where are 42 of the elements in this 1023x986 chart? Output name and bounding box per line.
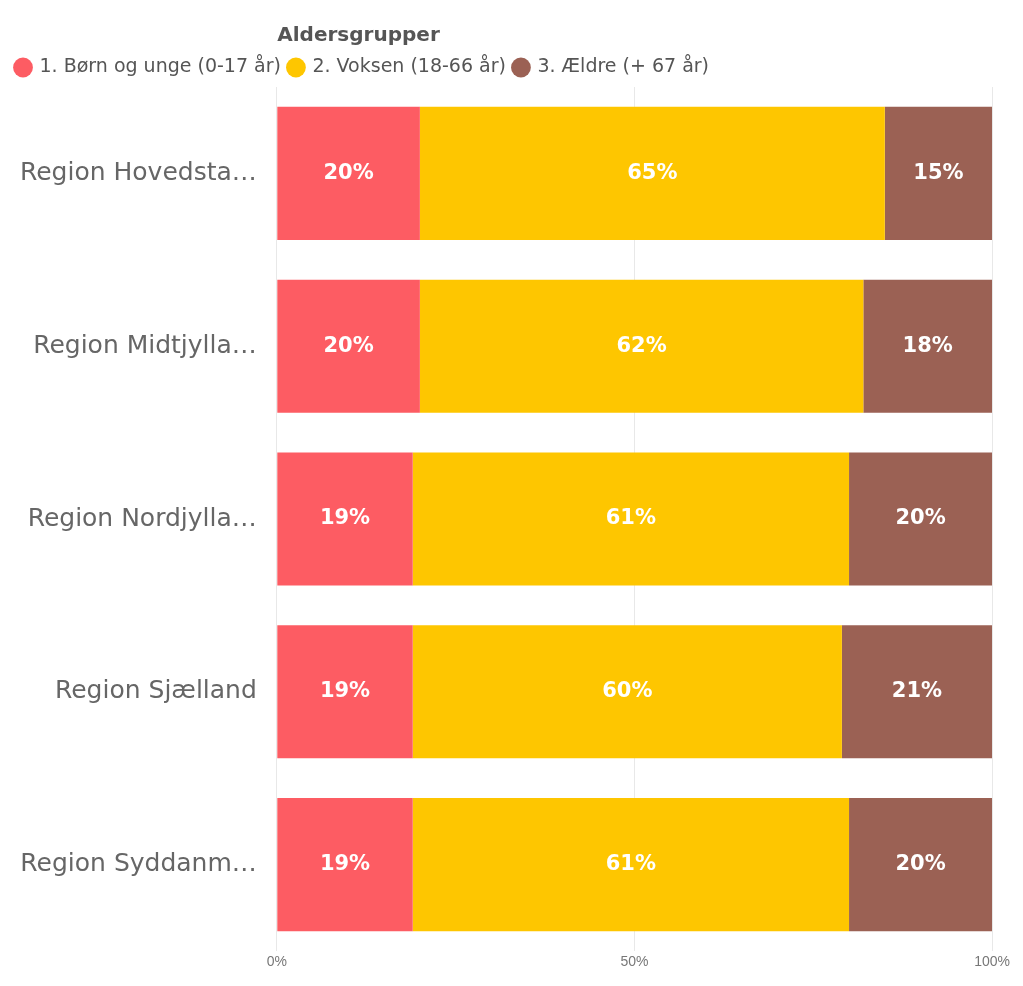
- bar: [277, 106, 420, 240]
- bar: [277, 798, 413, 932]
- legend-label: 2. Voksen (18-66 år): [312, 54, 506, 77]
- data-label: 65%: [627, 159, 678, 184]
- bar: [412, 452, 850, 586]
- data-label: 19%: [319, 678, 371, 703]
- y-tick-label: Region Syddanm…: [20, 848, 257, 878]
- bar: [412, 625, 842, 759]
- bar: [419, 106, 885, 240]
- legend-label: 1. Børn og unge (0-17 år): [39, 54, 281, 77]
- data-label: 18%: [902, 332, 953, 357]
- data-label: 19%: [319, 505, 371, 530]
- bar: [849, 452, 993, 586]
- data-label: 61%: [605, 505, 657, 530]
- x-tick-label: 50%: [620, 953, 649, 970]
- x-tick-label: 100%: [974, 953, 1010, 970]
- data-label: 62%: [616, 332, 667, 357]
- bar: [277, 625, 413, 759]
- bar: [863, 279, 993, 413]
- y-tick-label: Region Sjælland: [54, 675, 257, 705]
- y-tick-label: Region Midtjylla…: [33, 329, 257, 359]
- data-label: 15%: [913, 159, 964, 184]
- legend-label: 3. Ældre (+ 67 år): [537, 54, 710, 77]
- y-tick-label: Region Hovedsta…: [19, 156, 257, 186]
- bar: [412, 798, 850, 932]
- data-label: 61%: [605, 851, 657, 876]
- data-label: 19%: [319, 851, 371, 876]
- bar: [277, 279, 420, 413]
- bar: [419, 279, 864, 413]
- x-tick-label: 0%: [266, 953, 287, 970]
- bar: [849, 798, 993, 932]
- data-label: 20%: [323, 332, 374, 357]
- data-label: 20%: [323, 159, 374, 184]
- data-label: 60%: [602, 678, 653, 703]
- y-tick-label: Region Nordjylla…: [27, 502, 257, 532]
- data-label: 20%: [895, 505, 946, 530]
- data-label: 20%: [895, 851, 946, 876]
- legend-title: Aldersgrupper: [277, 22, 440, 47]
- bar: [841, 625, 993, 759]
- data-label: 21%: [891, 678, 943, 703]
- bar: [884, 106, 993, 240]
- bar: [277, 452, 413, 586]
